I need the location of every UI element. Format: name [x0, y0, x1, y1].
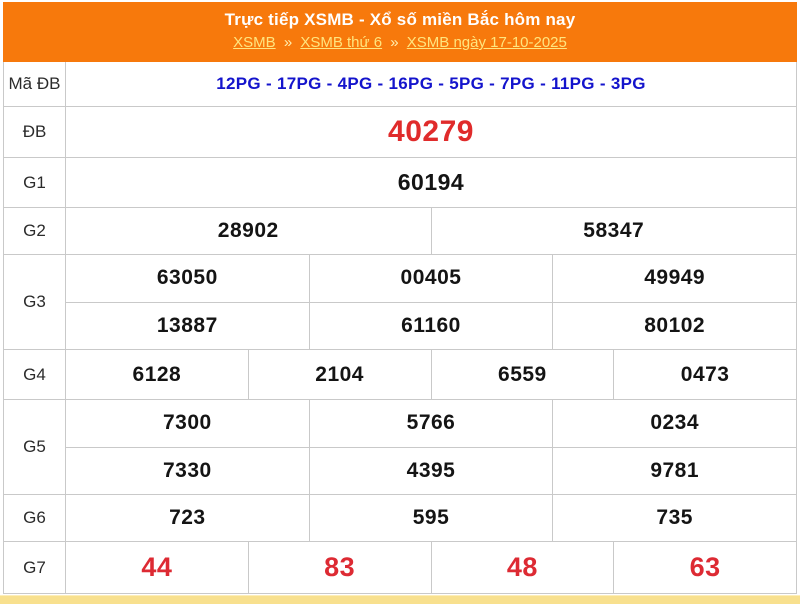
prize-label-g2: G2: [4, 208, 66, 254]
prize-number: 49949: [552, 255, 796, 302]
prize-number: 6559: [430, 350, 614, 399]
row-g6: G6 723 595 735: [4, 494, 796, 541]
row-g7: G7 44 83 48 63: [4, 541, 796, 593]
prize-number: 63: [613, 542, 796, 593]
prize-number: 2104: [247, 350, 431, 399]
prize-number: 60194: [397, 169, 465, 195]
prize-number: 28902: [217, 219, 279, 242]
row-g4: G4 6128 2104 6559 0473: [4, 349, 796, 399]
prize-number: 61160: [308, 302, 553, 349]
row-g2: G2 28902 58347: [4, 207, 796, 254]
prize-number: 6128: [132, 362, 182, 386]
row-g5: G5 7300 5766 0234 7330 4395 9781: [4, 399, 796, 494]
row-g1: G1 60194: [4, 157, 796, 207]
breadcrumb-link-xsmb[interactable]: XSMB: [233, 34, 276, 51]
prize-number: 4395: [308, 447, 553, 494]
prize-label-g4: G4: [4, 350, 66, 399]
prize-number: 0473: [613, 350, 796, 399]
prize-number: 44: [141, 552, 173, 582]
page-header: Trực tiếp XSMB - Xổ số miền Bắc hôm nay …: [3, 2, 797, 62]
prize-number: 7330: [162, 458, 212, 482]
prize-number: 9781: [552, 447, 796, 494]
row-g3: G3 63050 00405 49949 13887 61160 80102: [4, 254, 796, 349]
prize-number: 63050: [156, 266, 218, 290]
prize-label-g1: G1: [4, 158, 66, 207]
breadcrumb-link-xsmb-thu-6[interactable]: XSMB thứ 6: [300, 34, 383, 51]
prize-label-g7: G7: [4, 542, 66, 593]
prize-number: 83: [247, 542, 431, 593]
prize-label-g5: G5: [4, 400, 66, 494]
prize-number: 723: [169, 506, 206, 529]
breadcrumb: XSMB » XSMB thứ 6 » XSMB ngày 17-10-2025: [3, 34, 797, 51]
prize-number: 00405: [308, 255, 553, 302]
prize-number: 735: [552, 495, 796, 541]
page-title: Trực tiếp XSMB - Xổ số miền Bắc hôm nay: [224, 10, 576, 29]
prize-number: 80102: [552, 302, 796, 349]
prize-number: 595: [308, 495, 553, 541]
breadcrumb-link-xsmb-ngay[interactable]: XSMB ngày 17-10-2025: [406, 34, 567, 51]
breadcrumb-separator: »: [390, 34, 399, 51]
jackpot-number: 40279: [388, 115, 474, 148]
prize-number: 0234: [552, 400, 796, 447]
prize-number: 58347: [430, 208, 797, 254]
prize-number: 13887: [156, 313, 218, 337]
prize-label-g6: G6: [4, 495, 66, 541]
bottom-divider-strip: [0, 595, 800, 604]
prize-label-db: ĐB: [4, 107, 66, 157]
row-db: ĐB 40279: [4, 106, 796, 157]
prize-label-g3: G3: [4, 255, 66, 349]
row-ma-db: Mã ĐB 12PG - 17PG - 4PG - 16PG - 5PG - 7…: [4, 62, 796, 106]
results-table: Mã ĐB 12PG - 17PG - 4PG - 16PG - 5PG - 7…: [3, 62, 797, 594]
prize-number: 5766: [308, 400, 553, 447]
prize-number: 7300: [162, 411, 212, 435]
breadcrumb-separator: »: [283, 34, 293, 51]
prize-number: 48: [430, 542, 614, 593]
prize-label-ma-db: Mã ĐB: [4, 62, 66, 106]
special-codes-value: 12PG - 17PG - 4PG - 16PG - 5PG - 7PG - 1…: [216, 74, 646, 93]
